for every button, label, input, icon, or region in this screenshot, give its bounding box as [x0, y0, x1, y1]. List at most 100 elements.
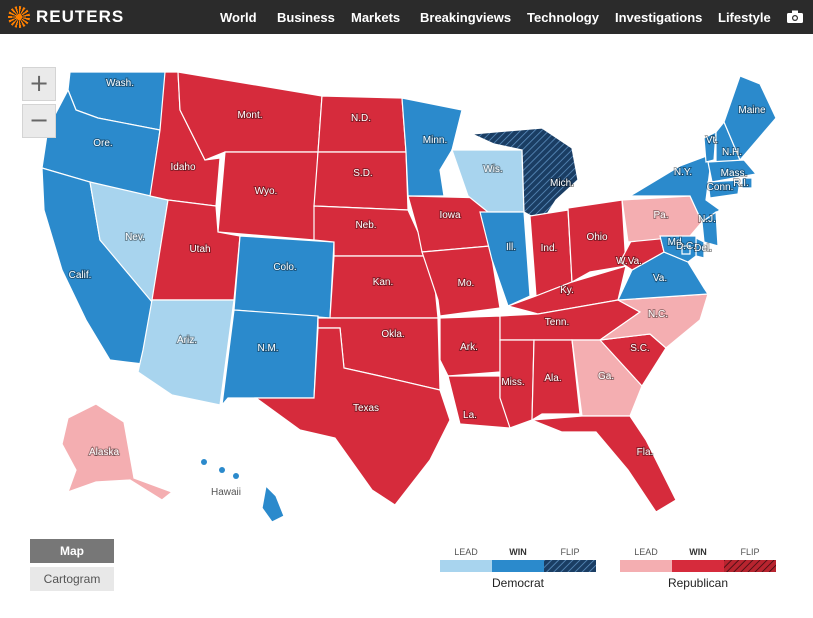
nav-investigations[interactable]: Investigations: [615, 9, 703, 25]
state-r-i[interactable]: [741, 177, 753, 189]
state-label-fla: Fla.: [637, 447, 654, 458]
state-ala[interactable]: [531, 339, 581, 422]
legend-dem-lead-swatch: [440, 560, 492, 572]
state-label-hawaii: Hawaii: [211, 487, 241, 498]
state-label-idaho: Idaho: [170, 162, 195, 173]
state-label-vt: Vt.: [706, 135, 718, 146]
state-mo[interactable]: [421, 245, 501, 317]
state-maine[interactable]: [723, 75, 777, 162]
legend-dem-lead-label: LEAD: [454, 547, 478, 557]
state-label-utah: Utah: [189, 244, 210, 255]
zoom-out-button[interactable]: −: [22, 104, 56, 138]
state-label-ore: Ore.: [93, 138, 112, 149]
reuters-logo[interactable]: REUTERS: [8, 5, 124, 29]
state-label-colo: Colo.: [273, 262, 296, 273]
cartogram-view-button[interactable]: Cartogram: [30, 567, 114, 591]
legend-rep-flip-swatch: [724, 560, 776, 572]
nav-breakingviews[interactable]: Breakingviews: [420, 9, 512, 25]
state-label-ind: Ind.: [541, 243, 558, 254]
state-hawaii-island[interactable]: [233, 473, 239, 479]
state-label-ark: Ark.: [460, 342, 478, 353]
state-label-ky: Ky.: [560, 285, 574, 296]
camera-icon[interactable]: [787, 10, 803, 23]
top-navigation-bar: REUTERS World Business Markets Breakingv…: [0, 0, 813, 34]
state-label-calif: Calif.: [69, 270, 92, 281]
state-label-nev: Nev.: [125, 232, 145, 243]
state-label-okla: Okla.: [381, 329, 404, 340]
state-hawaii-island[interactable]: [201, 459, 207, 465]
legend-dem-win-label: WIN: [509, 547, 527, 557]
state-label-n-y: N.Y.: [674, 167, 692, 178]
state-label-alaska: Alaska: [89, 447, 119, 458]
state-label-tenn: Tenn.: [545, 317, 569, 328]
state-label-minn: Minn.: [423, 135, 447, 146]
state-label-ala: Ala.: [544, 373, 561, 384]
state-hawaii[interactable]: [261, 484, 285, 523]
reuters-logo-icon: [8, 6, 30, 28]
legend-dem-flip-swatch: [544, 560, 596, 572]
state-colo[interactable]: [233, 235, 335, 319]
state-mass[interactable]: [707, 159, 758, 183]
state-pa[interactable]: [621, 195, 703, 243]
brand-name: REUTERS: [36, 7, 125, 26]
legend-rep-win-label: WIN: [689, 547, 707, 557]
state-label-n-j: N.J.: [698, 214, 716, 225]
state-label-r-i: R.I.: [733, 178, 749, 189]
state-hawaii-island[interactable]: [219, 467, 225, 473]
state-label-wash: Wash.: [106, 78, 134, 89]
state-conn[interactable]: [707, 179, 741, 199]
legend-rep-win-swatch: [672, 560, 724, 572]
state-label-neb: Neb.: [355, 220, 376, 231]
election-map: Wash. Ore. Calif. Nev. Idaho Mont. Wyo. Utah Ari…: [0, 34, 813, 613]
state-n-y[interactable]: [627, 153, 722, 223]
state-ariz[interactable]: [137, 299, 235, 406]
state-miss[interactable]: [499, 339, 535, 429]
state-label-ohio: Ohio: [586, 232, 608, 243]
nav-technology[interactable]: Technology: [527, 9, 599, 25]
state-minn[interactable]: [401, 97, 463, 197]
state-md[interactable]: [659, 235, 697, 263]
state-label-ga: Ga.: [598, 371, 614, 382]
legend-rep-name: Republican: [667, 576, 729, 590]
state-label-n-c: N.C.: [648, 309, 668, 320]
state-label-w-va: W.Va.: [616, 256, 642, 267]
state-label-texas: Texas: [353, 403, 379, 414]
state-label-n-d: N.D.: [351, 113, 371, 124]
state-label-kan: Kan.: [373, 277, 394, 288]
state-texas[interactable]: [254, 327, 451, 506]
state-ark[interactable]: [439, 315, 501, 377]
state-label-miss: Miss.: [501, 377, 524, 388]
state-label-maine: Maine: [738, 105, 766, 116]
legend-rep-lead-swatch: [620, 560, 672, 572]
state-label-wyo: Wyo.: [255, 186, 278, 197]
state-label-mont: Mont.: [237, 110, 262, 121]
nav-business[interactable]: Business: [277, 9, 335, 25]
nav-lifestyle[interactable]: Lifestyle: [718, 9, 771, 25]
map-view-button[interactable]: Map: [30, 539, 114, 563]
nav-markets[interactable]: Markets: [351, 9, 401, 25]
legend-rep-flip-label: FLIP: [740, 547, 760, 557]
state-n-c[interactable]: [599, 293, 709, 349]
state-n-j[interactable]: [701, 210, 719, 247]
us-states-map: Wash. Ore. Calif. Nev. Idaho Mont. Wyo. Utah Ari…: [41, 71, 777, 523]
zoom-in-button[interactable]: +: [22, 67, 56, 101]
state-alaska[interactable]: [61, 403, 174, 501]
state-label-mich: Mich.: [550, 178, 574, 189]
state-s-d[interactable]: [313, 151, 409, 211]
state-label-s-c: S.C.: [630, 343, 649, 354]
state-n-d[interactable]: [317, 95, 407, 153]
state-mich[interactable]: [469, 127, 579, 223]
state-label-ariz: Ariz.: [177, 335, 197, 346]
state-vt[interactable]: [703, 130, 717, 163]
state-label-mass: Mass.: [721, 168, 748, 179]
legend-dem-win-swatch: [492, 560, 544, 572]
nav-world[interactable]: World: [220, 9, 257, 25]
state-label-d-c: D.C.: [676, 241, 696, 252]
state-d-c[interactable]: [681, 245, 691, 255]
state-fla[interactable]: [531, 415, 677, 513]
state-n-m[interactable]: [221, 309, 319, 407]
state-ill[interactable]: [479, 211, 531, 307]
state-label-iowa: Iowa: [439, 210, 461, 221]
state-ohio[interactable]: [567, 199, 627, 283]
legend-rep-lead-label: LEAD: [634, 547, 658, 557]
